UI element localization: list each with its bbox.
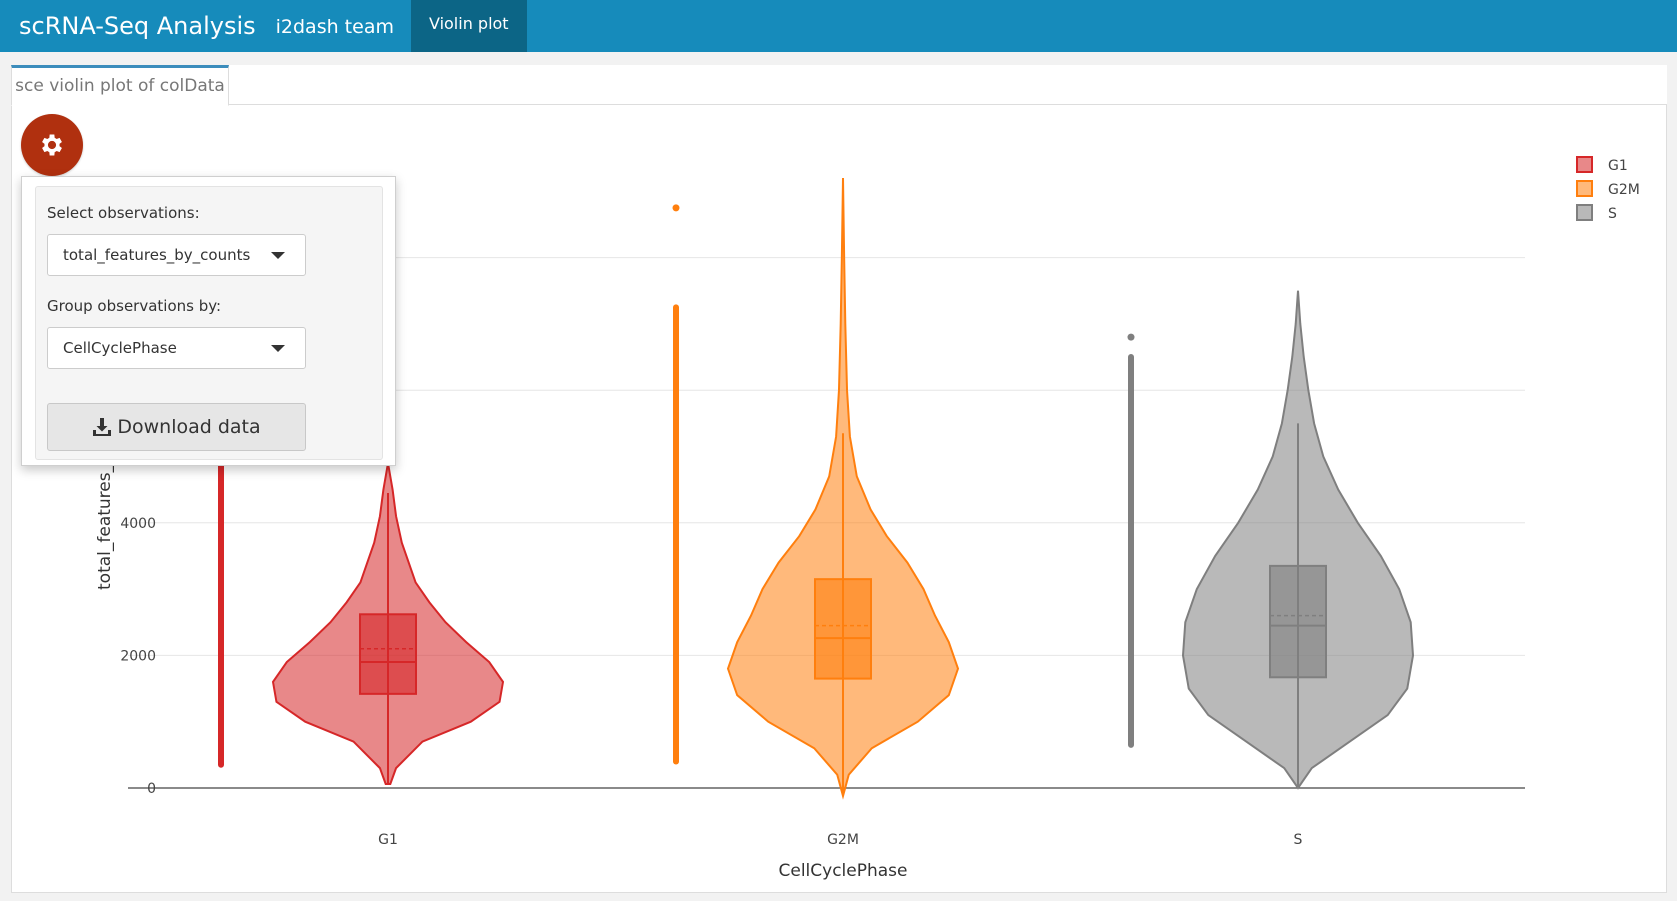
x-axis-ticks: G1 G2M S	[378, 832, 1302, 848]
observations-select[interactable]: total_features_by_counts	[47, 234, 306, 276]
download-data-button[interactable]: Download data	[47, 403, 306, 451]
box	[814, 578, 872, 680]
legend-label: G1	[1608, 158, 1628, 174]
outlier-point	[1127, 333, 1135, 341]
nav-tab-violin-plot[interactable]: Violin plot	[410, 0, 527, 52]
tab-sce-violin-plot[interactable]: sce violin plot of colData	[11, 65, 229, 106]
group-select-value: CellCyclePhase	[63, 339, 177, 357]
y-tick-label: 4000	[120, 516, 156, 532]
gear-icon	[42, 134, 62, 156]
violin-g2m	[672, 178, 960, 800]
violin-series	[218, 178, 1415, 800]
x-axis-label: CellCyclePhase	[779, 861, 908, 881]
download-data-label: Download data	[117, 416, 261, 438]
legend-label: S	[1608, 206, 1617, 222]
x-tick-label: G1	[378, 832, 398, 848]
y-tick-label: 0	[147, 781, 156, 797]
settings-button[interactable]	[21, 114, 83, 176]
violin-s	[1127, 290, 1415, 790]
x-tick-label: S	[1294, 832, 1303, 848]
legend-label: G2M	[1608, 182, 1640, 198]
group-select[interactable]: CellCyclePhase	[47, 327, 306, 369]
navbar: scRNA-Seq Analysis i2dash team Violin pl…	[0, 0, 1677, 52]
chart-legend: G1 G2M S	[1576, 156, 1640, 222]
chevron-down-icon	[271, 345, 285, 352]
settings-well: Select observations: total_features_by_c…	[35, 186, 383, 460]
observations-select-value: total_features_by_counts	[63, 246, 251, 264]
box	[359, 613, 417, 695]
y-tick-label: 2000	[120, 648, 156, 664]
violin-g1	[218, 320, 505, 786]
legend-swatch	[1576, 180, 1593, 197]
legend-swatch	[1576, 156, 1593, 173]
box	[1269, 564, 1327, 679]
group-label: Group observations by:	[47, 297, 222, 315]
legend-swatch	[1576, 204, 1593, 221]
nav-team[interactable]: i2dash team	[275, 16, 394, 38]
observations-label: Select observations:	[47, 204, 200, 222]
panel-tab-strip: sce violin plot of colData	[11, 65, 1667, 106]
outlier-point	[672, 204, 680, 212]
y-axis-ticks: 0 2000 4000	[120, 516, 156, 797]
settings-dropdown: Select observations: total_features_by_c…	[21, 176, 396, 466]
x-tick-label: G2M	[827, 832, 859, 848]
chevron-down-icon	[271, 252, 285, 259]
download-icon	[93, 418, 112, 436]
app-title[interactable]: scRNA-Seq Analysis	[19, 12, 256, 40]
